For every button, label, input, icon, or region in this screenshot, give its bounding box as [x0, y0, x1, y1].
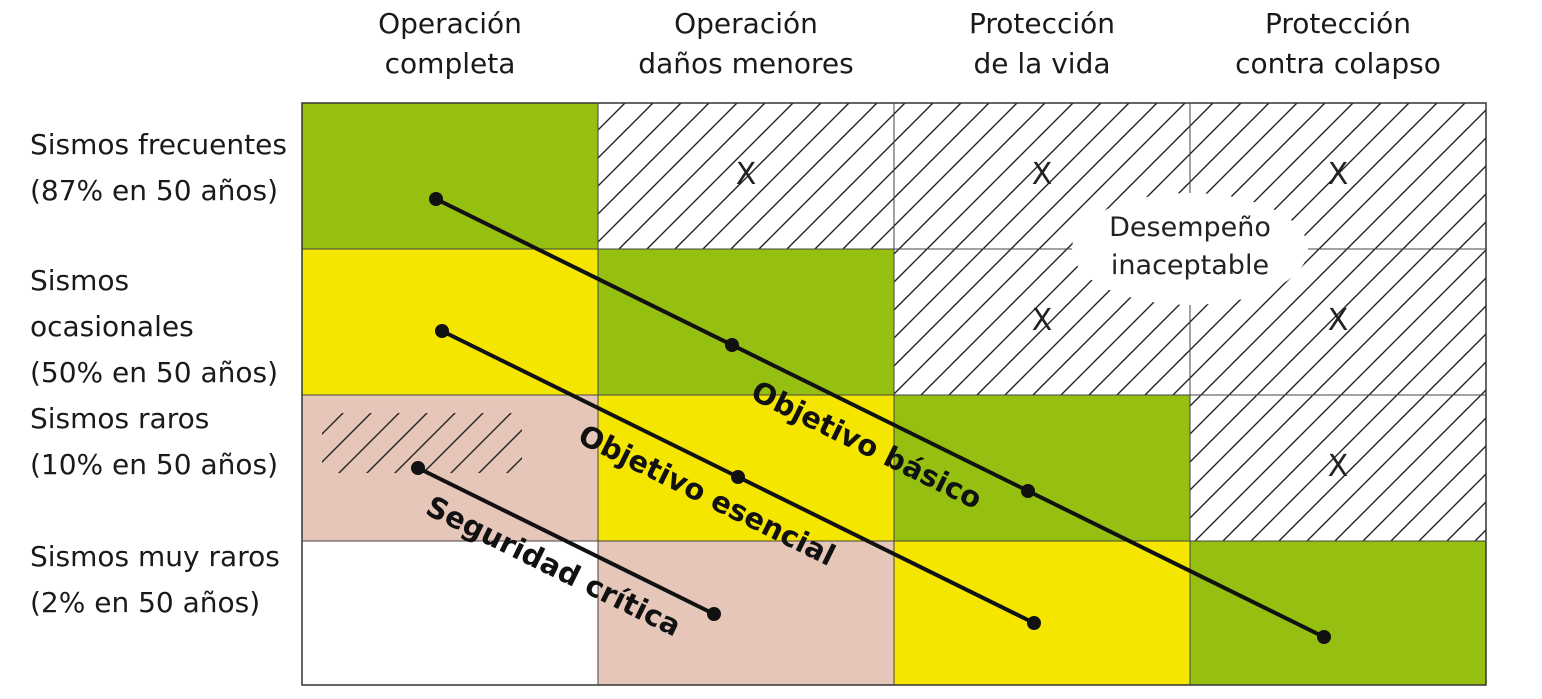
- cell-r3-c1: [598, 541, 894, 685]
- column-header-operacion-completa: Operación completa: [378, 7, 522, 80]
- unacceptable-x-mark: X: [1328, 157, 1349, 192]
- column-header-proteccion-colapso: Protección contra colapso: [1235, 7, 1441, 80]
- hatch-r0-c1: [598, 103, 894, 249]
- row-header-sismos-ocasionales: Sismos ocasionales (50% en 50 años): [30, 264, 279, 389]
- objective-point: [731, 470, 745, 484]
- objective-point: [1027, 616, 1041, 630]
- cell-r1-c1: [598, 249, 894, 395]
- row-header-sismos-muy-raros: Sismos muy raros (2% en 50 años): [30, 540, 280, 619]
- cell-r2-c2: [894, 395, 1190, 541]
- cell-r2-c1: [598, 395, 894, 541]
- cell-r1-c0: [302, 249, 598, 395]
- objective-point: [435, 324, 449, 338]
- unacceptable-x-mark: X: [1032, 303, 1053, 338]
- objective-line: [435, 197, 1325, 639]
- unacceptable-x-mark: X: [1032, 157, 1053, 192]
- objective-point: [429, 192, 443, 206]
- unacceptable-x-mark: X: [1328, 449, 1349, 484]
- unacceptable-x-mark: X: [736, 157, 757, 192]
- cell-r0-c0: [302, 103, 598, 249]
- objective-point: [1317, 630, 1331, 644]
- objective-point: [707, 607, 721, 621]
- objective-point: [725, 338, 739, 352]
- unacceptable-x-mark: X: [1328, 303, 1349, 338]
- hatch-r2-c3: [1190, 395, 1486, 541]
- objective-point: [1021, 484, 1035, 498]
- cell-r3-c0: [302, 541, 598, 685]
- row-header-sismos-raros: Sismos raros (10% en 50 años): [30, 402, 279, 481]
- unacceptable-label-background: [1072, 193, 1308, 305]
- unacceptable-performance-label: Desempeño: [1109, 212, 1271, 243]
- unacceptable-performance-label: inaceptable: [1111, 250, 1269, 281]
- cell-r3-c3: [1190, 541, 1486, 685]
- row-header-sismos-frecuentes: Sismos frecuentes (87% en 50 años): [30, 128, 287, 207]
- objective-point: [411, 461, 425, 475]
- objective-line: [417, 466, 715, 616]
- column-header-operacion-danos-menores: Operación daños menores: [638, 7, 854, 80]
- column-header-proteccion-vida: Protección de la vida: [968, 7, 1116, 80]
- cell-r3-c2: [894, 541, 1190, 685]
